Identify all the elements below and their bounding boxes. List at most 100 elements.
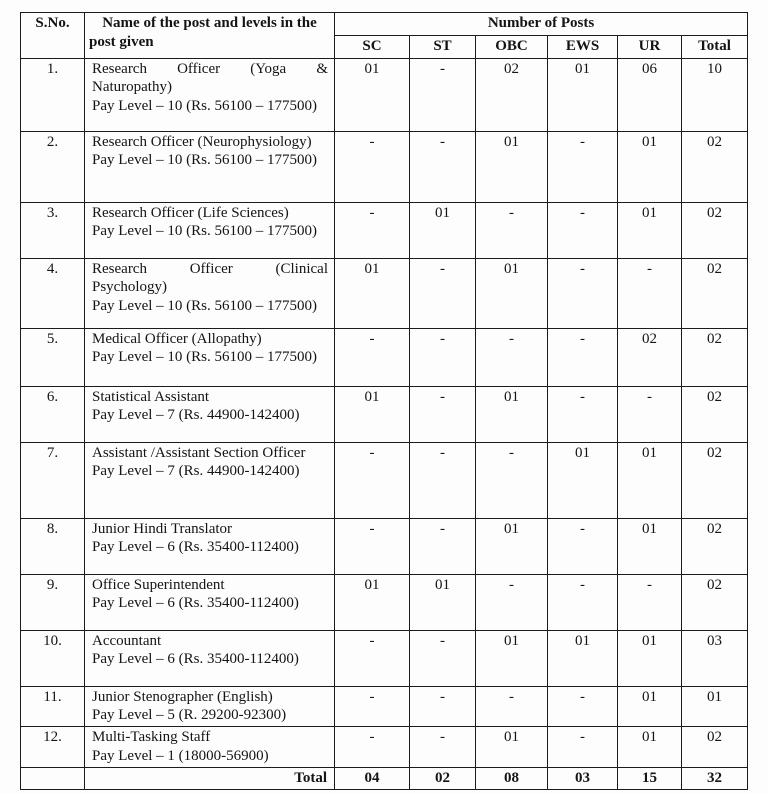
header-row-1: S.No. Name of the post and levels in the…	[20, 12, 749, 59]
vacancy-posts-table: S.No. Name of the post and levels in the…	[20, 12, 749, 790]
total-sc: 04	[334, 767, 410, 790]
cell-sc: -	[334, 441, 410, 519]
cell-ur: -	[617, 257, 682, 329]
header-col-total: Total	[680, 34, 749, 59]
post-name: Junior Stenographer (English)	[92, 688, 273, 705]
cell-ews: -	[547, 201, 618, 259]
cell-obc: -	[475, 327, 548, 387]
header-number-of-posts: Number of Posts	[333, 12, 749, 36]
cell-post: Junior Hindi Translator Pay Level – 6 (R…	[84, 517, 335, 575]
table-row: 12. Multi-Tasking Staff Pay Level – 1 (1…	[20, 726, 749, 768]
total-ews: 03	[547, 767, 618, 790]
table-row: 7. Assistant /Assistant Section Officer …	[20, 441, 749, 519]
cell-sno: 9.	[20, 573, 85, 631]
cell-sno: 7.	[20, 441, 85, 519]
post-name: Research Officer (Clinical Psychology)	[92, 260, 328, 296]
post-name: Statistical Assistant	[92, 388, 210, 405]
total-st: 02	[409, 767, 476, 790]
cell-total: 02	[680, 257, 749, 329]
cell-obc: 01	[475, 130, 548, 203]
cell-total: 10	[680, 57, 749, 132]
pay-level: Pay Level – 10 (Rs. 56100 – 177500)	[92, 152, 317, 169]
pay-level: Pay Level – 1 (18000-56900)	[92, 747, 269, 764]
cell-sc: -	[334, 517, 410, 575]
cell-ews: -	[547, 327, 618, 387]
cell-sno-empty	[20, 767, 85, 790]
header-col-obc: OBC	[475, 34, 548, 59]
cell-st: -	[409, 130, 476, 203]
cell-total: 02	[680, 327, 749, 387]
cell-sc: -	[334, 327, 410, 387]
cell-ews: -	[547, 726, 618, 768]
cell-total: 01	[680, 685, 749, 727]
total-label: Total	[84, 767, 335, 790]
table-row: 11. Junior Stenographer (English) Pay Le…	[20, 685, 749, 727]
post-name: Research Officer (Yoga & Naturopathy)	[92, 60, 328, 96]
cell-st: -	[409, 57, 476, 132]
table-row: 3. Research Officer (Life Sciences) Pay …	[20, 201, 749, 259]
cell-obc: 01	[475, 385, 548, 443]
cell-total: 02	[680, 201, 749, 259]
cell-total: 02	[680, 726, 749, 768]
post-name: Junior Hindi Translator	[92, 520, 233, 537]
cell-ews: 01	[547, 57, 618, 132]
cell-sno: 11.	[20, 685, 85, 727]
total-ur: 15	[617, 767, 682, 790]
cell-ur: 01	[617, 130, 682, 203]
post-name: Multi-Tasking Staff	[92, 729, 211, 745]
cell-post: Multi-Tasking Staff Pay Level – 1 (18000…	[84, 726, 335, 768]
cell-ur: 01	[617, 685, 682, 727]
cell-total: 02	[680, 573, 749, 631]
cell-st: -	[409, 685, 476, 727]
cell-post: Accountant Pay Level – 6 (Rs. 35400-1124…	[84, 629, 335, 687]
table-row: 1. Research Officer (Yoga & Naturopathy)…	[20, 57, 749, 132]
cell-ur: -	[617, 385, 682, 443]
cell-ews: -	[547, 573, 618, 631]
cell-sc: 01	[334, 57, 410, 132]
cell-sc: 01	[334, 257, 410, 329]
post-name: Research Officer (Neurophysiology)	[92, 133, 312, 150]
header-sno: S.No.	[20, 12, 85, 59]
cell-post: Statistical Assistant Pay Level – 7 (Rs.…	[84, 385, 335, 443]
cell-obc: 02	[475, 57, 548, 132]
header-col-ur: UR	[617, 34, 682, 59]
pay-level: Pay Level – 5 (R. 29200-92300)	[92, 707, 287, 724]
post-name: Office Superintendent	[92, 576, 225, 593]
pay-level: Pay Level – 10 (Rs. 56100 – 177500)	[92, 223, 317, 240]
cell-sno: 8.	[20, 517, 85, 575]
cell-sc: -	[334, 201, 410, 259]
cell-ur: -	[617, 573, 682, 631]
cell-obc: -	[475, 573, 548, 631]
document-page: S.No. Name of the post and levels in the…	[0, 12, 768, 794]
cell-ews: -	[547, 385, 618, 443]
header-col-st: ST	[409, 34, 476, 59]
cell-ur: 01	[617, 629, 682, 687]
cell-sno: 3.	[20, 201, 85, 259]
table-body: 1. Research Officer (Yoga & Naturopathy)…	[20, 57, 749, 790]
cell-st: -	[409, 327, 476, 387]
post-name: Accountant	[92, 632, 162, 649]
cell-total: 03	[680, 629, 749, 687]
cell-obc: -	[475, 201, 548, 259]
cell-sno: 10.	[20, 629, 85, 687]
cell-sno: 12.	[20, 726, 85, 768]
cell-st: -	[409, 441, 476, 519]
post-name: Medical Officer (Allopathy)	[92, 330, 262, 347]
cell-st: -	[409, 385, 476, 443]
cell-sno: 4.	[20, 257, 85, 329]
header-col-sc: SC	[334, 34, 410, 59]
cell-sc: 01	[334, 385, 410, 443]
pay-level: Pay Level – 10 (Rs. 56100 – 177500)	[92, 98, 317, 114]
cell-total: 02	[680, 517, 749, 575]
cell-obc: 01	[475, 257, 548, 329]
pay-level: Pay Level – 10 (Rs. 56100 – 177500)	[92, 349, 317, 366]
cell-sc: -	[334, 685, 410, 727]
table-row: 10. Accountant Pay Level – 6 (Rs. 35400-…	[20, 629, 749, 687]
cell-ews: 01	[547, 629, 618, 687]
cell-st: 01	[409, 573, 476, 631]
cell-obc: 01	[475, 726, 548, 768]
cell-ews: -	[547, 130, 618, 203]
cell-ur: 01	[617, 201, 682, 259]
cell-st: -	[409, 726, 476, 768]
cell-ur: 01	[617, 441, 682, 519]
